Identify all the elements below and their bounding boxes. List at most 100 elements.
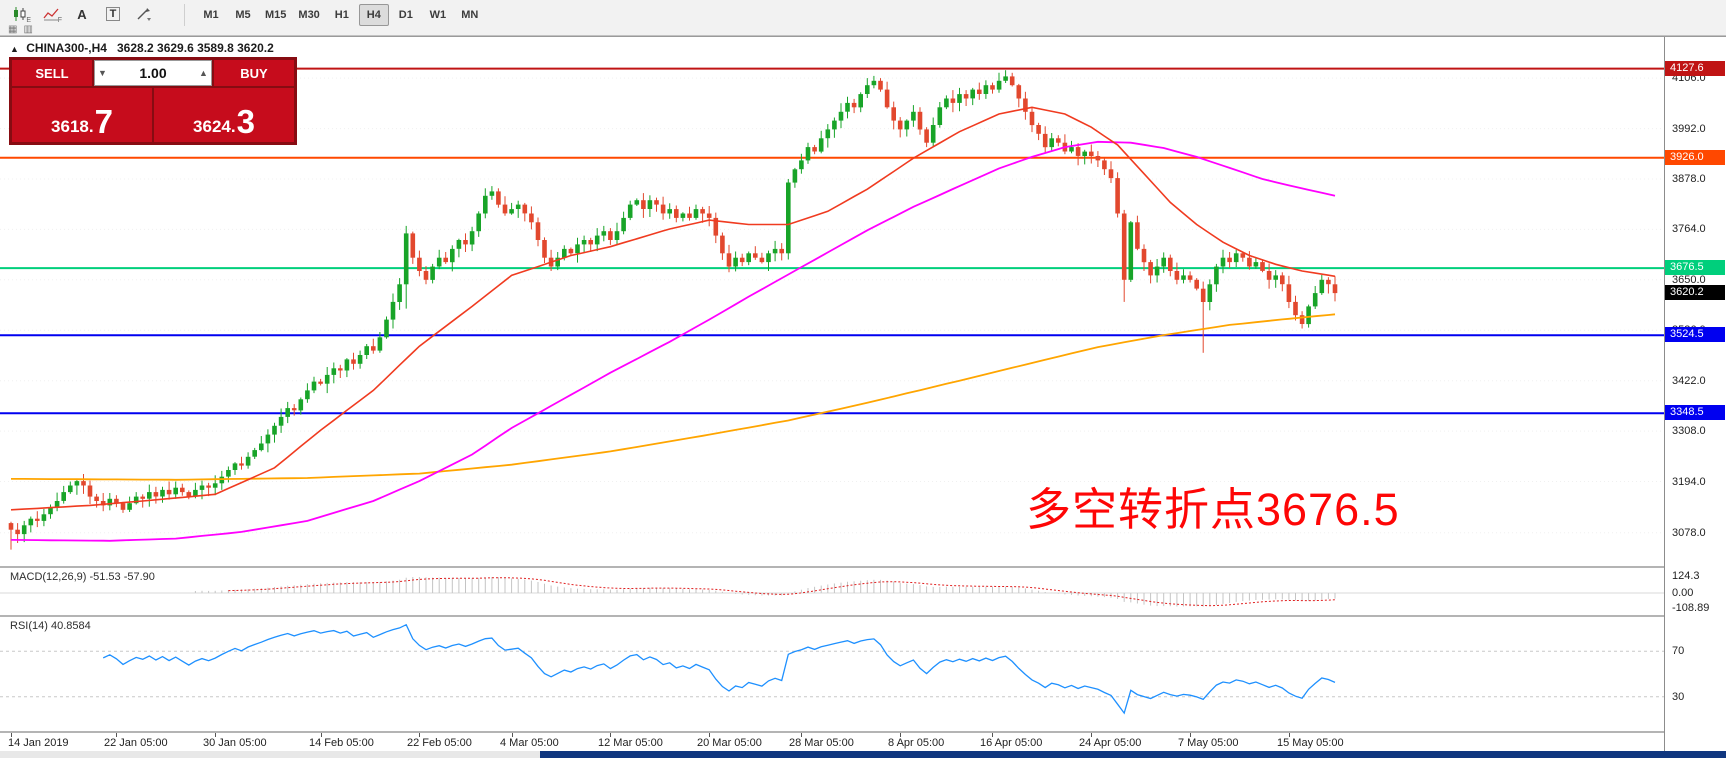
text-label-icon[interactable]: A [77,6,87,22]
buy-price-main: 3624. [193,117,236,136]
time-axis-label: 22 Feb 05:00 [407,737,472,749]
indicator-list-icon[interactable]: F [37,2,65,26]
time-tick-mark [419,733,420,737]
time-tick-mark [1091,733,1092,737]
panel-divider[interactable] [0,615,1726,617]
toolbar-separator [184,4,185,26]
time-tick-mark [1190,733,1191,737]
time-axis-label: 30 Jan 05:00 [203,737,267,749]
time-tick-mark [512,733,513,737]
time-tick-mark [610,733,611,737]
timeframe-button-mn[interactable]: MN [461,9,479,21]
panel-divider[interactable] [0,731,1726,733]
buy-button[interactable]: BUY [214,60,294,86]
time-axis-label: 12 Mar 05:00 [598,737,663,749]
panel-divider[interactable] [0,566,1726,568]
level-price-badge-3926.0: 3926.0 [1665,149,1725,165]
volume-decrease-icon[interactable]: ▼ [98,68,107,78]
time-tick-mark [11,733,12,737]
cursor-tool-icon[interactable] [130,2,158,26]
time-tick-mark [116,733,117,737]
chart-window: ▲ CHINA300-,H4 3628.2 3629.6 3589.8 3620… [0,36,1726,758]
candlestick-chart-icon-sub-label: E [26,17,31,24]
chart-annotation-text: 多空转折点3676.5 [1026,484,1400,535]
timeframe-button-h4[interactable]: H4 [358,4,389,26]
price-tick-3078.0: 3078.0 [1672,526,1706,539]
volume-value[interactable]: 1.00 [139,65,167,81]
timeframe-button-m5[interactable]: M5 [235,9,251,21]
timeframe-button-m15[interactable]: M15 [265,9,287,21]
candlestick-chart-icon[interactable]: E [6,2,34,26]
status-strip [0,751,1726,758]
level-price-badge-3524.5: 3524.5 [1665,327,1725,343]
current-price-badge: 3620.2 [1665,285,1725,300]
buy-price-tile[interactable]: 3624. 3 [154,88,294,142]
main-chart-canvas[interactable] [0,37,1664,566]
toolbar-extra-icon-1[interactable]: ▦ [8,24,18,35]
time-tick-mark [215,733,216,737]
time-axis-label: 20 Mar 05:00 [697,737,762,749]
time-tick-mark [992,733,993,737]
price-tick-3764.0: 3764.0 [1672,223,1706,236]
sell-button[interactable]: SELL [12,60,92,86]
level-price-badge-4127.6: 4127.6 [1665,60,1725,76]
status-strip-highlight [540,751,1726,758]
time-axis-label: 16 Apr 05:00 [980,737,1043,749]
time-tick-mark [321,733,322,737]
sell-price-tile[interactable]: 3618. 7 [12,88,152,142]
macd-axis-max: 124.3 [1672,570,1700,582]
macd-title: MACD(12,26,9) -51.53 -57.90 [10,571,155,583]
price-tick-3194.0: 3194.0 [1672,475,1706,488]
time-axis-label: 14 Jan 2019 [8,737,69,749]
chart-header: ▲ CHINA300-,H4 3628.2 3629.6 3589.8 3620… [10,41,274,55]
time-axis-label: 15 May 05:00 [1277,737,1344,749]
time-axis-label: 8 Apr 05:00 [888,737,945,749]
timeframe-button-m1[interactable]: M1 [203,9,219,21]
price-tick-3992.0: 3992.0 [1672,122,1706,135]
time-axis-label: 14 Feb 05:00 [309,737,374,749]
text-box-icon[interactable]: T [99,2,127,26]
sell-price-big-digit: 7 [94,102,113,140]
time-axis-label: 4 Mar 05:00 [500,737,559,749]
one-click-trade-panel: SELL ▼ 1.00 ▲ BUY 3618. 7 3624. 3 [9,57,297,145]
collapse-triangle-icon[interactable]: ▲ [10,44,19,54]
level-price-badge-3348.5: 3348.5 [1665,405,1725,421]
level-price-badge-3676.5: 3676.5 [1665,260,1725,276]
time-axis[interactable]: 14 Jan 2019 22 Jan 05:00 30 Jan 05:00 14 Fe… [0,733,1726,751]
price-axis[interactable]: 4106.03992.03878.03764.03650.03536.03422… [1664,37,1726,751]
timeframe-button-d1[interactable]: D1 [398,9,413,21]
price-tick-3422.0: 3422.0 [1672,374,1706,387]
rsi-axis-70: 70 [1672,645,1685,658]
rsi-axis-30: 30 [1672,690,1685,703]
time-axis-label: 24 Apr 05:00 [1079,737,1142,749]
time-axis-label: 28 Mar 05:00 [789,737,854,749]
price-tick-3878.0: 3878.0 [1672,172,1706,185]
volume-increase-icon[interactable]: ▲ [199,68,208,78]
price-tick-3650.0: 3650.0 [1672,273,1706,286]
time-tick-mark [900,733,901,737]
timeframe-button-h1[interactable]: H1 [334,9,349,21]
timeframe-button-w1[interactable]: W1 [429,9,447,21]
toolbar-mini-row: ▦ ▥ [8,25,33,35]
rsi-title: RSI(14) 40.8584 [10,620,91,632]
time-tick-mark [801,733,802,737]
indicator-list-icon-sub-label: F [57,17,62,24]
ohlc-values: 3628.2 3629.6 3589.8 3620.2 [117,41,274,55]
macd-panel-canvas[interactable] [0,568,1664,615]
timeframe-group: M1 M5 M15 M30 H1 H4 D1 W1 MN [196,4,485,26]
time-tick-mark [1289,733,1290,737]
macd-axis-zero: 0.00 [1672,587,1694,599]
time-axis-label: 22 Jan 05:00 [104,737,168,749]
toolbar-extra-icon-2[interactable]: ▥ [23,24,33,35]
volume-input[interactable]: ▼ 1.00 ▲ [94,60,212,86]
buy-price-big-digit: 3 [236,102,255,140]
sell-price-main: 3618. [51,117,94,136]
symbol-label: CHINA300-,H4 [26,41,107,55]
time-tick-mark [709,733,710,737]
rsi-panel-canvas[interactable] [0,617,1664,731]
timeframe-button-m30[interactable]: M30 [298,9,320,21]
price-tick-3308.0: 3308.0 [1672,425,1706,438]
time-axis-label: 7 May 05:00 [1178,737,1239,749]
